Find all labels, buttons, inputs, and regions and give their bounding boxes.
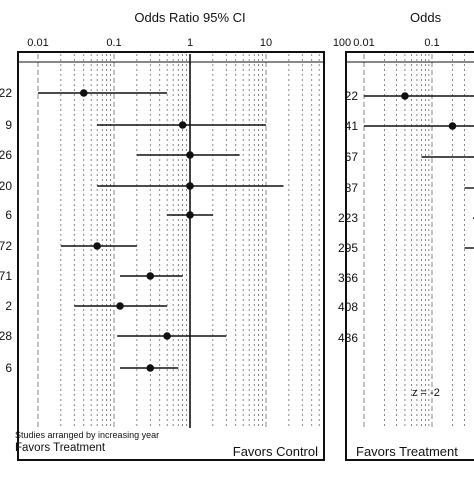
left-odds-ratio-point (93, 242, 101, 250)
right-odds-ratio-point (401, 92, 409, 100)
right-row-label: 408 (338, 300, 358, 314)
left-row-label: 20 (0, 179, 12, 193)
left-x-tick-label: 1 (187, 37, 193, 49)
right-plot-frame (345, 51, 474, 461)
left-odds-ratio-point (163, 332, 171, 340)
left-row-label: 71 (0, 269, 12, 283)
left-odds-ratio-point (146, 272, 155, 280)
left-row-label: 26 (0, 148, 12, 162)
right-odds-ratio-point (448, 122, 457, 130)
left-favors-treatment: Favors Treatment (15, 442, 106, 454)
left-study-rows: 22 9 26 20 6 72 71 2 28 6 (0, 61, 324, 375)
left-odds-ratio-point (116, 302, 124, 310)
right-row-label: 22 (345, 89, 359, 103)
left-footnote: Studies arranged by increasing year (15, 430, 159, 440)
left-plot-frame (17, 51, 325, 461)
left-odds-ratio-point (146, 364, 155, 372)
left-row-label: 72 (0, 239, 12, 253)
right-row-label: 366 (338, 271, 358, 285)
left-x-tick-labels: 0.01 0.1 1 10 100 (27, 37, 351, 49)
left-panel: Odds Ratio 95% CI 0.01 0.1 1 10 100 22926206… (0, 10, 351, 461)
left-odds-ratio-point (186, 182, 194, 190)
right-x-tick-label: 0.01 (353, 37, 374, 49)
left-row-label: 9 (5, 118, 12, 132)
left-row-label: 2 (5, 299, 12, 313)
left-x-tick-label: 0.01 (27, 37, 48, 49)
right-row-label: 436 (338, 331, 358, 345)
left-gridlines (37, 54, 320, 428)
right-gridlines (363, 54, 465, 428)
right-x-tick-labels: 0.01 0.1 (353, 37, 439, 49)
right-x-tick-label: 0.1 (424, 37, 439, 49)
left-odds-ratio-point (79, 89, 88, 97)
left-row-label: 22 (0, 86, 12, 100)
left-odds-ratio-point (178, 121, 187, 129)
left-row-label: 6 (5, 208, 12, 222)
left-row-label: 28 (0, 329, 12, 343)
left-odds-ratio-point (186, 211, 194, 219)
right-chart-title: Odds (410, 10, 442, 25)
left-x-tick-label: 100 (333, 37, 351, 49)
left-x-tick-label: 10 (260, 37, 272, 49)
right-row-label: 223 (338, 211, 358, 225)
right-row-label: 67 (345, 150, 359, 164)
left-chart-title: Odds Ratio 95% CI (134, 10, 245, 25)
right-panel: Odds 0.01 0.1 22 41 67 87 223 295 366 408 436 z =… (338, 10, 474, 461)
right-row-label: 87 (345, 181, 359, 195)
right-row-label: 41 (345, 119, 359, 133)
left-favors-control: Favors Control (233, 444, 318, 459)
left-row-label: 6 (5, 361, 12, 375)
right-favors-treatment: Favors Treatment (356, 444, 458, 459)
right-row-label: 295 (338, 241, 358, 255)
left-odds-ratio-point (186, 151, 194, 159)
right-study-rows: 22 41 67 87 223 295 366 408 436 (338, 61, 474, 345)
right-z-annotation: z = -2 (412, 387, 440, 399)
left-x-tick-label: 0.1 (106, 37, 121, 49)
